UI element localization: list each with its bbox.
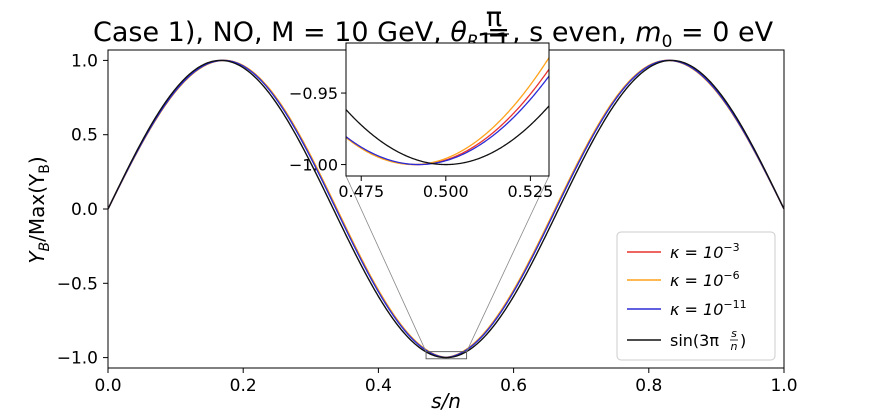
- inset-series-group: [346, 57, 549, 166]
- x-axis-label: s/n: [431, 389, 461, 413]
- y-tick-label: 1.0: [71, 51, 98, 71]
- inset-x-tick-label: 0.525: [507, 182, 553, 201]
- main-ticks-group: 0.0 0.2 0.4 0.6 0.8 1.0 −1.0 −0.5 0.0 0.5 1.0: [57, 51, 798, 396]
- zoom-connector-left: [345, 175, 427, 352]
- main-series-group: [107, 59, 785, 359]
- legend-label-kappa-1e-11: κ = 10−11: [670, 298, 747, 319]
- inset-frame: [345, 42, 550, 177]
- x-tick-label: 0.8: [635, 376, 662, 396]
- legend-label-kappa-1e-3: κ = 10−3: [670, 241, 740, 262]
- inset-y-tick-label: −1.00: [289, 156, 338, 175]
- inset-series-line-2: [346, 75, 549, 166]
- inset-background: [346, 43, 549, 176]
- x-tick-label: 0.4: [365, 376, 392, 396]
- x-tick-label: 0.2: [230, 376, 257, 396]
- zoom-box: [425, 351, 468, 360]
- inset-y-tick-label: −0.95: [289, 84, 338, 103]
- legend-label-sine-frac-den: n: [731, 340, 738, 353]
- legend-label-sine-close: ): [740, 331, 746, 350]
- legend-frame: [616, 231, 776, 361]
- inset-ticks-group: 0.475 0.500 0.525 −1.00 −0.95: [289, 84, 553, 201]
- svg-text:, s even, m0 = 0 eV: , s even, m0 = 0 eV: [512, 17, 774, 52]
- y-tick-label: −1.0: [57, 349, 98, 369]
- inset-x-tick-label: 0.500: [423, 182, 469, 201]
- legend-label-sine: sin(3π: [670, 331, 719, 350]
- legend: κ = 10−3 κ = 10−6 κ = 10−11 sin(3π s n ): [616, 231, 776, 361]
- x-tick-label: 0.6: [500, 376, 527, 396]
- inset-series-line-1: [346, 57, 549, 166]
- series-line-3: [107, 59, 785, 359]
- svg-text:YB/Max(YB): YB/Max(YB): [25, 156, 53, 263]
- zoom-connector-right: [466, 175, 550, 352]
- inset-x-tick-label: 0.475: [338, 182, 384, 201]
- y-tick-label: 0.5: [71, 126, 98, 146]
- legend-label-sine-frac-num: s: [731, 327, 737, 340]
- svg-text:Case 1), NO, M = 10 GeV, θR =: Case 1), NO, M = 10 GeV, θR =: [93, 17, 510, 52]
- y-tick-label: −0.5: [57, 274, 98, 294]
- title-frac-num: π: [486, 2, 502, 33]
- x-tick-label: 1.0: [770, 376, 797, 396]
- inset-series-line-3: [346, 105, 549, 166]
- y-axis-label: YB/Max(YB): [25, 156, 53, 263]
- x-tick-label: 0.0: [94, 376, 121, 396]
- legend-label-kappa-1e-6: κ = 10−6: [670, 269, 740, 290]
- y-tick-label: 0.0: [71, 200, 98, 220]
